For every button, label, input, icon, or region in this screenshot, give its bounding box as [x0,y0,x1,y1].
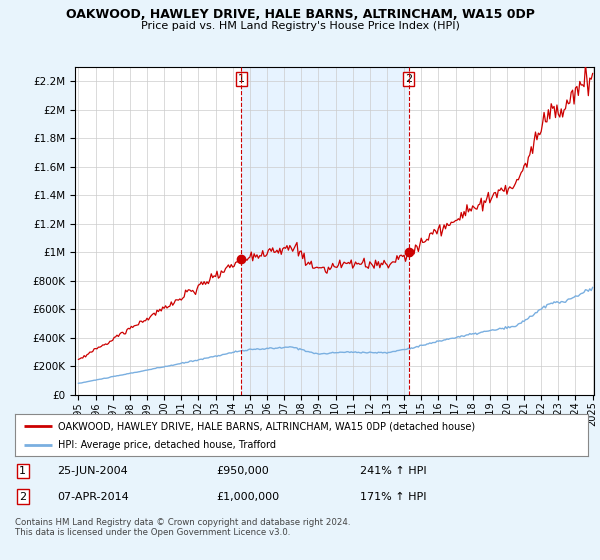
Text: 2: 2 [405,74,412,84]
Text: £1,000,000: £1,000,000 [216,492,279,502]
Text: 241% ↑ HPI: 241% ↑ HPI [360,466,427,476]
Text: HPI: Average price, detached house, Trafford: HPI: Average price, detached house, Traf… [58,441,276,450]
Text: 1: 1 [19,466,26,476]
Text: 25-JUN-2004: 25-JUN-2004 [57,466,128,476]
Text: 171% ↑ HPI: 171% ↑ HPI [360,492,427,502]
Text: 07-APR-2014: 07-APR-2014 [57,492,129,502]
Text: £950,000: £950,000 [216,466,269,476]
Bar [241,67,409,395]
Text: 1: 1 [238,74,245,84]
Text: 2: 2 [19,492,26,502]
Text: OAKWOOD, HAWLEY DRIVE, HALE BARNS, ALTRINCHAM, WA15 0DP: OAKWOOD, HAWLEY DRIVE, HALE BARNS, ALTRI… [65,8,535,21]
Text: Contains HM Land Registry data © Crown copyright and database right 2024.
This d: Contains HM Land Registry data © Crown c… [15,518,350,538]
Text: OAKWOOD, HAWLEY DRIVE, HALE BARNS, ALTRINCHAM, WA15 0DP (detached house): OAKWOOD, HAWLEY DRIVE, HALE BARNS, ALTRI… [58,421,475,431]
Text: Price paid vs. HM Land Registry's House Price Index (HPI): Price paid vs. HM Land Registry's House … [140,21,460,31]
